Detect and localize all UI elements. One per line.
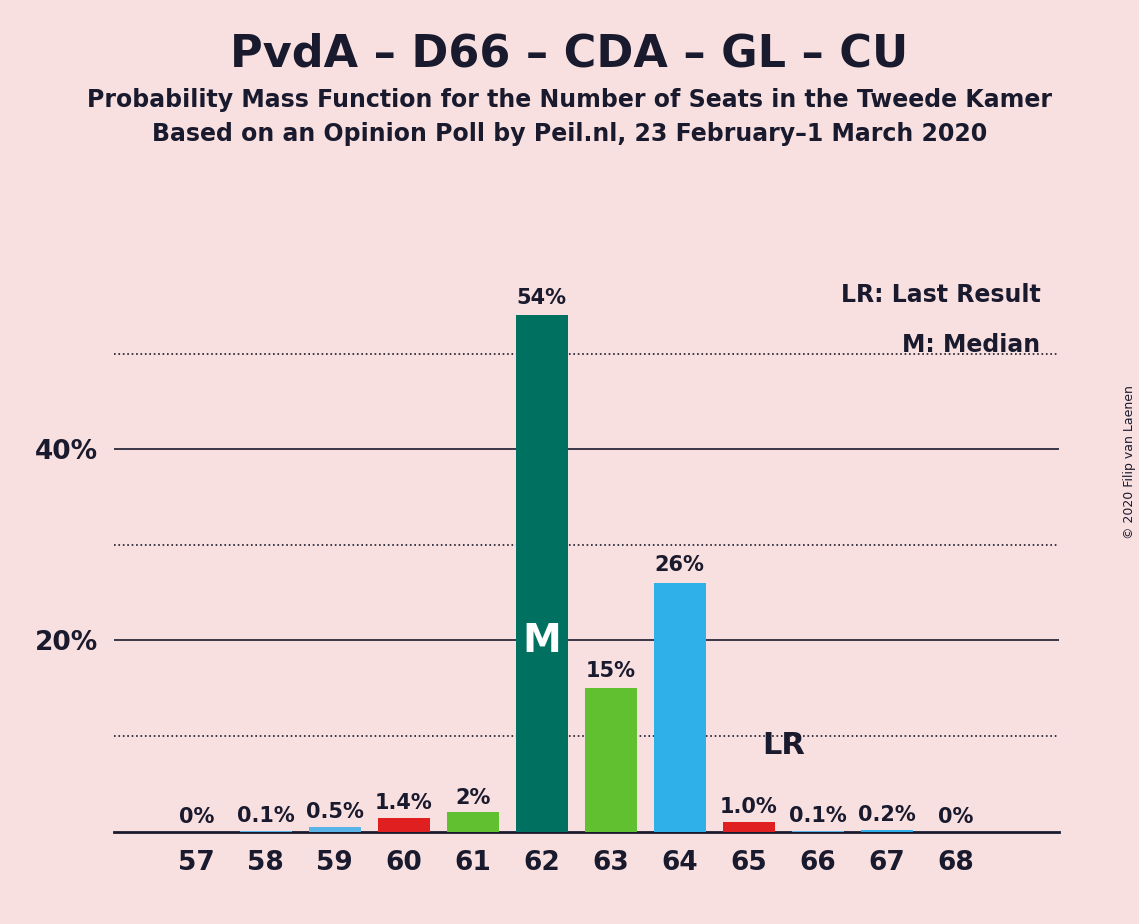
- Text: © 2020 Filip van Laenen: © 2020 Filip van Laenen: [1123, 385, 1136, 539]
- Text: 0%: 0%: [179, 807, 214, 827]
- Text: LR: LR: [762, 731, 804, 760]
- Bar: [309, 827, 361, 832]
- Text: 2%: 2%: [456, 787, 491, 808]
- Text: 15%: 15%: [585, 661, 636, 681]
- Text: M: M: [523, 622, 562, 660]
- Text: PvdA – D66 – CDA – GL – CU: PvdA – D66 – CDA – GL – CU: [230, 32, 909, 76]
- Text: LR: Last Result: LR: Last Result: [841, 283, 1040, 307]
- Text: 0.2%: 0.2%: [858, 805, 916, 825]
- Bar: [516, 315, 567, 832]
- Bar: [861, 830, 912, 832]
- Bar: [240, 831, 292, 832]
- Text: 0%: 0%: [939, 807, 974, 827]
- Text: 54%: 54%: [517, 287, 567, 308]
- Bar: [723, 822, 775, 832]
- Text: 0.5%: 0.5%: [305, 802, 363, 822]
- Text: 1.4%: 1.4%: [375, 794, 433, 813]
- Text: Based on an Opinion Poll by Peil.nl, 23 February–1 March 2020: Based on an Opinion Poll by Peil.nl, 23 …: [151, 122, 988, 146]
- Bar: [378, 819, 429, 832]
- Text: M: Median: M: Median: [902, 333, 1040, 357]
- Text: Probability Mass Function for the Number of Seats in the Tweede Kamer: Probability Mass Function for the Number…: [87, 88, 1052, 112]
- Bar: [792, 831, 844, 832]
- Bar: [446, 812, 499, 832]
- Bar: [584, 688, 637, 832]
- Text: 0.1%: 0.1%: [237, 806, 295, 826]
- Bar: [654, 583, 706, 832]
- Text: 0.1%: 0.1%: [789, 806, 846, 826]
- Text: 1.0%: 1.0%: [720, 797, 778, 817]
- Text: 26%: 26%: [655, 555, 705, 576]
